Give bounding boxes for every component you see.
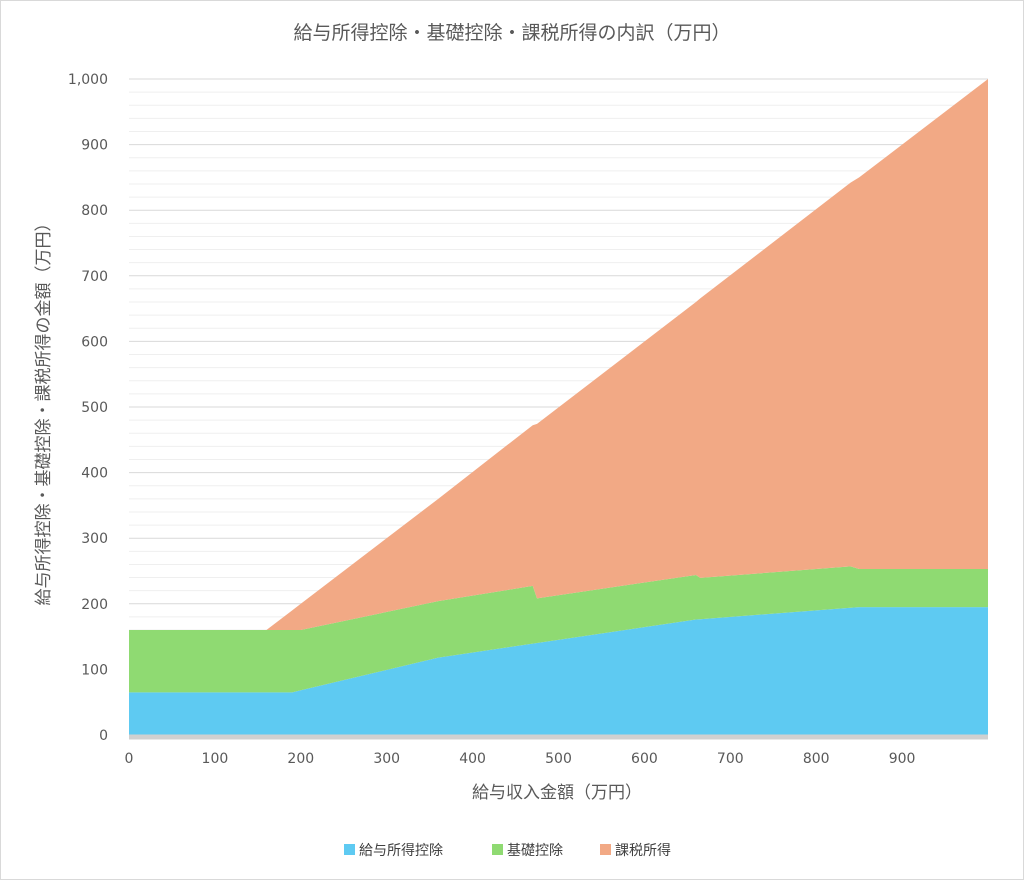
area-series-3: [129, 79, 988, 631]
y-tick-label: 700: [81, 269, 108, 285]
legend-label: 給与所得控除: [359, 842, 443, 859]
legend-swatch: [492, 844, 503, 855]
y-tick-label: 300: [81, 531, 108, 547]
legend-label: 課税所得: [615, 842, 671, 859]
y-tick-label: 400: [81, 466, 108, 482]
x-tick-label: 600: [631, 751, 658, 767]
y-tick-label: 500: [81, 400, 108, 416]
y-tick-label: 800: [81, 203, 108, 219]
legend-label: 基礎控除: [507, 842, 563, 859]
y-tick-label: 900: [81, 138, 108, 154]
y-tick-label: 1,000: [68, 72, 108, 88]
x-tick-label: 800: [803, 751, 830, 767]
chart-title: 給与所得控除・基礎控除・課税所得の内訳（万円）: [293, 22, 730, 44]
x-tick-label: 700: [717, 751, 744, 767]
area-series-2: [129, 566, 988, 693]
y-tick-label: 600: [81, 334, 108, 350]
area-series-1: [129, 607, 988, 735]
y-axis-title: 給与所得控除・基礎控除・課税所得の金額（万円）: [34, 215, 54, 606]
x-axis: 0 100 200 300 400 500 600 700 800 900: [125, 734, 988, 767]
y-tick-label: 100: [81, 662, 108, 678]
x-tick-label: 400: [459, 751, 486, 767]
x-tick-label: 500: [545, 751, 572, 767]
legend-swatch: [600, 844, 611, 855]
legend-swatch: [344, 844, 355, 855]
x-tick-label: 900: [889, 751, 916, 767]
y-axis: 0 100 200 300 400 500 600 700 800 900 1,000: [68, 72, 108, 744]
legend: 給与所得控除 基礎控除 課税所得: [344, 842, 671, 859]
y-tick-label: 0: [99, 728, 108, 744]
x-tick-label: 200: [287, 751, 314, 767]
x-tick-label: 100: [202, 751, 229, 767]
legend-item: 給与所得控除: [344, 842, 443, 859]
legend-item: 課税所得: [600, 842, 671, 859]
x-tick-label: 0: [125, 751, 134, 767]
y-tick-label: 200: [81, 597, 108, 613]
legend-item: 基礎控除: [492, 842, 563, 859]
x-axis-title: 給与収入金額（万円）: [472, 783, 642, 803]
area-series: [129, 79, 988, 735]
x-tick-label: 300: [373, 751, 400, 767]
